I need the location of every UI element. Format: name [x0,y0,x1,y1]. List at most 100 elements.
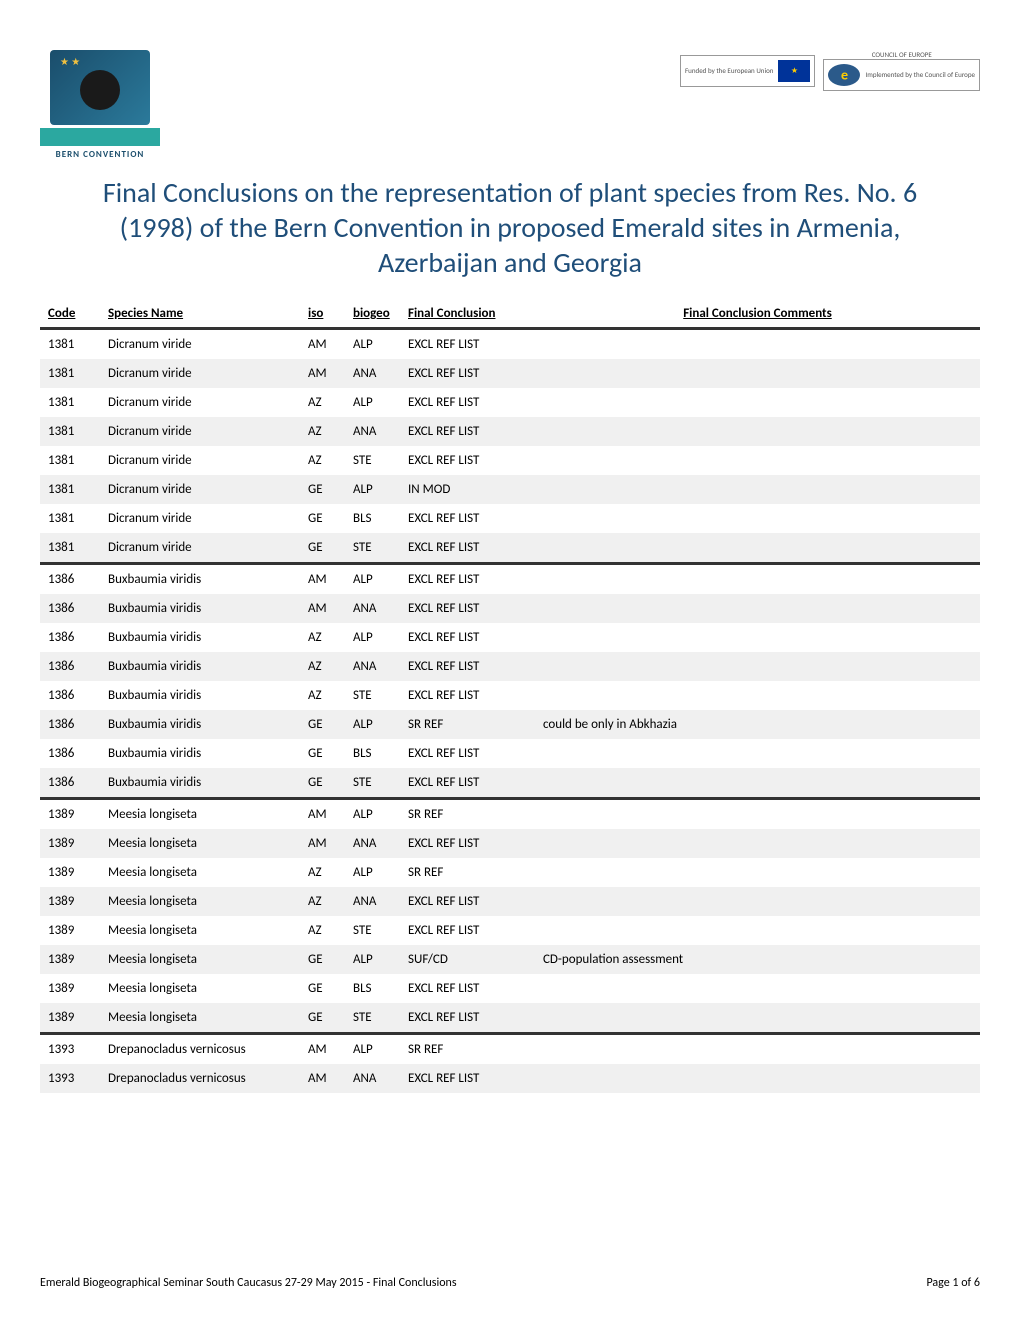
cell-iso: AZ [300,887,345,916]
cell-species: Meesia longiseta [100,799,300,830]
cell-species: Buxbaumia viridis [100,681,300,710]
footer-right: Page 1 of 6 [926,1276,980,1290]
cell-conclusion: EXCL REF LIST [400,768,535,799]
cell-comments [535,623,980,652]
cell-comments [535,739,980,768]
cell-species: Dicranum viride [100,417,300,446]
table-row: 1381Dicranum virideGESTEEXCL REF LIST [40,533,980,564]
cell-comments [535,329,980,360]
cell-code: 1381 [40,417,100,446]
table-row: 1381Dicranum virideAZANAEXCL REF LIST [40,417,980,446]
cell-code: 1389 [40,1003,100,1034]
header-biogeo: biogeo [345,300,400,329]
cell-biogeo: ANA [345,1064,400,1093]
cell-species: Dicranum viride [100,504,300,533]
cell-iso: AZ [300,446,345,475]
cell-iso: AZ [300,623,345,652]
table-row: 1381Dicranum virideAMALPEXCL REF LIST [40,329,980,360]
cell-biogeo: BLS [345,974,400,1003]
cell-comments [535,887,980,916]
cell-iso: GE [300,475,345,504]
cell-iso: AZ [300,916,345,945]
eu-funded-box: Funded by the European Union [680,55,816,87]
cell-species: Buxbaumia viridis [100,623,300,652]
cell-biogeo: BLS [345,739,400,768]
cell-conclusion: EXCL REF LIST [400,829,535,858]
cell-iso: GE [300,1003,345,1034]
cell-conclusion: EXCL REF LIST [400,652,535,681]
table-row: 1381Dicranum virideGEBLSEXCL REF LIST [40,504,980,533]
cell-conclusion: EXCL REF LIST [400,739,535,768]
table-row: 1389Meesia longisetaAMALPSR REF [40,799,980,830]
cell-iso: AM [300,829,345,858]
cell-biogeo: ANA [345,652,400,681]
cell-biogeo: ANA [345,594,400,623]
cell-biogeo: STE [345,768,400,799]
species-table: Code Species Name iso biogeo Final Concl… [40,300,980,1093]
cell-biogeo: STE [345,533,400,564]
cell-code: 1389 [40,974,100,1003]
cell-species: Buxbaumia viridis [100,768,300,799]
coe-flag-icon [828,64,860,86]
cell-species: Dicranum viride [100,446,300,475]
cell-code: 1389 [40,887,100,916]
cell-iso: GE [300,768,345,799]
cell-conclusion: EXCL REF LIST [400,681,535,710]
table-row: 1389Meesia longisetaGEALPSUF/CDCD-popula… [40,945,980,974]
coe-implemented-label: Implemented by the Council of Europe [865,71,975,79]
cell-code: 1393 [40,1064,100,1093]
cell-iso: AM [300,564,345,595]
cell-conclusion: EXCL REF LIST [400,417,535,446]
cell-iso: AZ [300,652,345,681]
table-row: 1389Meesia longisetaAZANAEXCL REF LIST [40,887,980,916]
cell-comments [535,916,980,945]
cell-comments: CD-population assessment [535,945,980,974]
cell-biogeo: ALP [345,475,400,504]
cell-iso: GE [300,533,345,564]
cell-comments [535,768,980,799]
header-comments: Final Conclusion Comments [535,300,980,329]
cell-conclusion: EXCL REF LIST [400,887,535,916]
cell-conclusion: IN MOD [400,475,535,504]
table-row: 1386Buxbaumia viridisAZALPEXCL REF LIST [40,623,980,652]
cell-biogeo: ALP [345,858,400,887]
cell-biogeo: ALP [345,329,400,360]
cell-comments [535,1064,980,1093]
table-row: 1386Buxbaumia viridisAMANAEXCL REF LIST [40,594,980,623]
cell-species: Buxbaumia viridis [100,710,300,739]
cell-conclusion: EXCL REF LIST [400,916,535,945]
cell-code: 1389 [40,799,100,830]
cell-comments [535,974,980,1003]
cell-code: 1386 [40,594,100,623]
table-row: 1381Dicranum virideGEALPIN MOD [40,475,980,504]
cell-iso: AM [300,1064,345,1093]
table-row: 1389Meesia longisetaGEBLSEXCL REF LIST [40,974,980,1003]
cell-comments [535,1034,980,1065]
cell-iso: AZ [300,681,345,710]
cell-biogeo: ANA [345,359,400,388]
cell-iso: GE [300,504,345,533]
cell-comments [535,1003,980,1034]
cell-conclusion: EXCL REF LIST [400,594,535,623]
cell-biogeo: ALP [345,564,400,595]
cell-species: Buxbaumia viridis [100,564,300,595]
cell-species: Buxbaumia viridis [100,594,300,623]
cell-comments [535,829,980,858]
cell-conclusion: SR REF [400,1034,535,1065]
cell-biogeo: ALP [345,710,400,739]
cell-code: 1386 [40,623,100,652]
cell-species: Meesia longiseta [100,916,300,945]
cell-biogeo: STE [345,681,400,710]
bern-logo-text: BERN CONVENTION [40,149,160,160]
cell-code: 1389 [40,916,100,945]
table-header-row: Code Species Name iso biogeo Final Concl… [40,300,980,329]
cell-comments [535,799,980,830]
cell-code: 1386 [40,710,100,739]
table-row: 1386Buxbaumia viridisGEALPSR REFcould be… [40,710,980,739]
cell-comments [535,417,980,446]
cell-code: 1386 [40,681,100,710]
cell-species: Meesia longiseta [100,858,300,887]
cell-iso: AM [300,329,345,360]
table-body: 1381Dicranum virideAMALPEXCL REF LIST138… [40,329,980,1094]
table-row: 1393Drepanocladus vernicosusAMALPSR REF [40,1034,980,1065]
